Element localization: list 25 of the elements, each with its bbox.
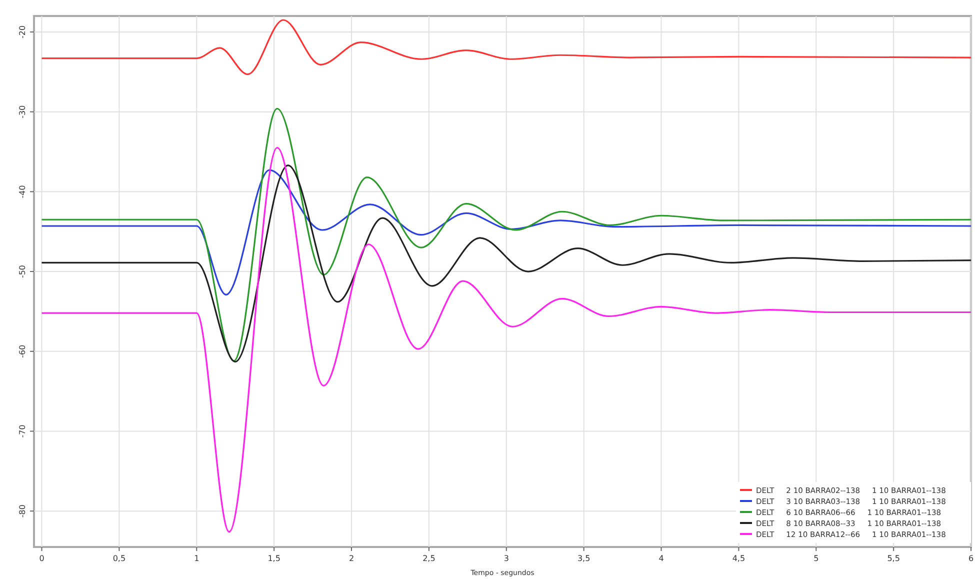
x-tick-label: 1 [194,554,200,563]
line-series [40,108,972,362]
y-tick-label: -70 [18,424,27,438]
x-tick-label: 4 [658,554,664,563]
line-series [40,164,972,363]
y-tick-label: -60 [18,344,27,358]
line-series [40,146,972,533]
x-tick-label: 4,5 [732,554,746,563]
x-tick-label: 5,5 [887,554,900,563]
x-tick-label: 0 [39,554,44,563]
x-tick-label: 0,5 [112,554,126,563]
line-series [40,19,972,76]
x-tick-label: 2 [348,554,354,563]
y-tick-label: -20 [18,25,27,39]
x-tick-label: 1,5 [268,554,280,563]
x-tick-label: 3 [504,554,509,563]
y-tick-label: -50 [18,264,27,278]
x-tick-label: 6 [968,554,974,563]
x-tick-label: 3,5 [577,554,590,563]
x-tick-label: 2,5 [422,554,436,563]
y-tick-label: -30 [18,105,27,118]
x-tick-label: 5 [814,554,819,563]
y-tick-label: -40 [18,185,27,198]
y-tick-label: -80 [18,504,27,518]
line-series [40,169,972,296]
